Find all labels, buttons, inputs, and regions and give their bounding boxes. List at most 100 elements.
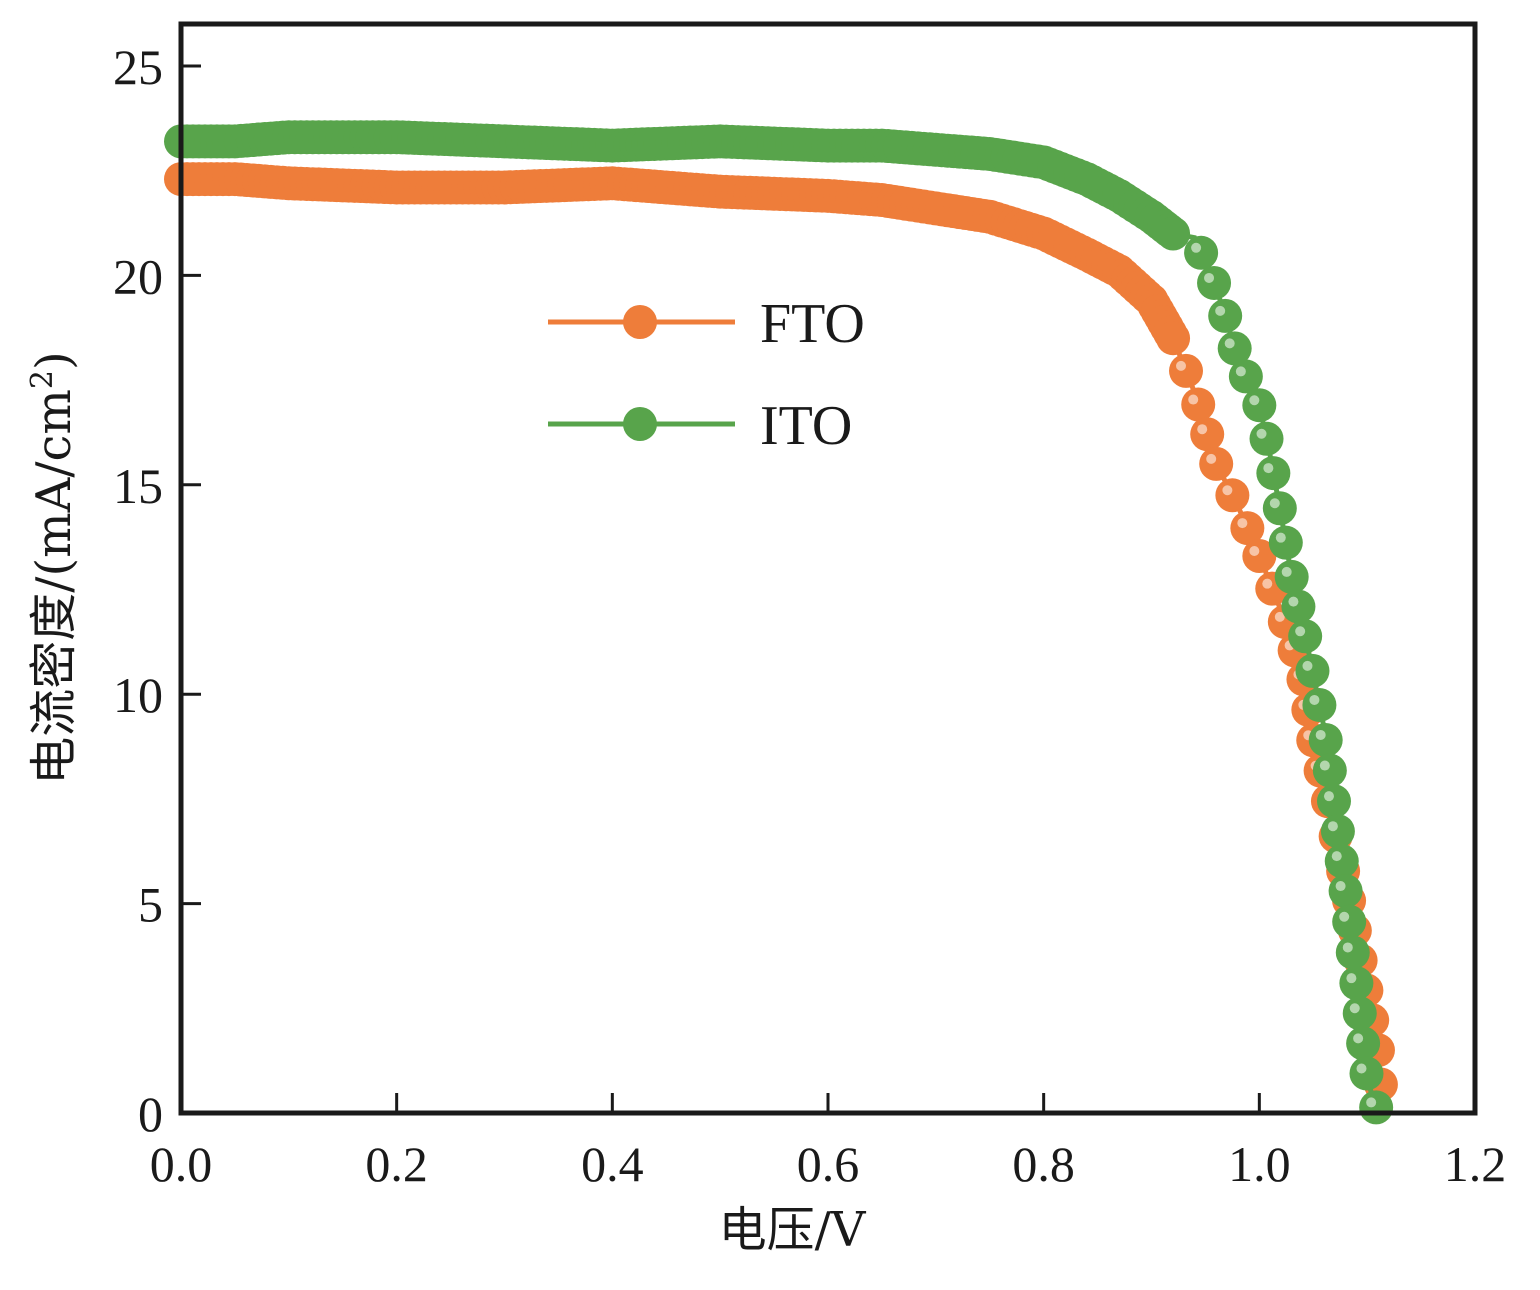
data-point-highlight: [1319, 760, 1330, 771]
data-point-highlight: [1323, 791, 1334, 802]
y-tick-label: 25: [113, 39, 163, 95]
legend-marker-ito: [623, 407, 657, 441]
data-point-highlight: [1353, 1033, 1364, 1044]
data-point-highlight: [1206, 453, 1217, 464]
data-point-highlight: [1281, 566, 1292, 577]
y-tick-label: 20: [113, 248, 163, 304]
data-point-ito: [1274, 559, 1309, 594]
data-point-ito: [1295, 653, 1330, 688]
legend-label-ito: ITO: [760, 395, 852, 457]
x-tick-label: 0.2: [365, 1136, 428, 1192]
x-tick-label: 0.8: [1012, 1136, 1075, 1192]
data-point-ito: [1308, 722, 1343, 757]
data-point-highlight: [1342, 942, 1353, 953]
y-tick-label: 5: [138, 877, 163, 933]
y-axis-title-close: ): [26, 351, 82, 370]
y-tick-label: 0: [138, 1086, 163, 1142]
y-tick-label: 10: [113, 667, 163, 723]
data-point-highlight: [1235, 366, 1246, 377]
data-point-highlight: [1197, 424, 1208, 435]
y-axis-title: 电流密度/(mA/cm2): [25, 351, 82, 784]
data-point-highlight: [1204, 272, 1215, 283]
x-tick-label: 1.2: [1444, 1136, 1507, 1192]
x-tick-label: 0.4: [581, 1136, 644, 1192]
data-point-highlight: [1346, 973, 1357, 984]
data-point-highlight: [1222, 485, 1233, 496]
series-ito: [164, 120, 1394, 1125]
data-point-ito: [1281, 589, 1316, 624]
data-point-highlight: [1262, 578, 1273, 589]
data-point-highlight: [1302, 660, 1313, 671]
data-point-highlight: [1224, 338, 1235, 349]
data-point-fto: [1190, 417, 1225, 452]
data-point-highlight: [1237, 518, 1248, 529]
data-point-ito: [1324, 844, 1359, 879]
data-point-highlight: [1191, 242, 1202, 253]
data-point-fto: [1169, 353, 1204, 388]
data-point-highlight: [1331, 851, 1342, 862]
data-point-ito: [1335, 935, 1370, 970]
data-point-ito: [1197, 265, 1232, 300]
data-point-highlight: [1249, 545, 1260, 556]
data-point-highlight: [1249, 395, 1260, 406]
data-point-ito: [1256, 456, 1291, 491]
x-tick-label: 1.0: [1228, 1136, 1291, 1192]
data-point-ito: [1242, 388, 1277, 423]
data-point-highlight: [1188, 394, 1199, 405]
data-point-highlight: [1366, 1097, 1377, 1108]
series-fto: [164, 162, 1398, 1114]
data-point-highlight: [1315, 729, 1326, 740]
data-point-ito: [1268, 525, 1303, 560]
data-point-highlight: [1327, 821, 1338, 832]
data-point-ito: [1288, 619, 1323, 654]
data-point-ito: [1316, 784, 1351, 819]
data-point-fto: [1215, 478, 1250, 513]
data-point-ito: [1359, 1090, 1394, 1125]
data-point-ito: [1346, 1026, 1381, 1061]
data-point-highlight: [1176, 360, 1187, 371]
data-point-highlight: [1356, 1063, 1367, 1074]
data-point-ito: [1339, 966, 1374, 1001]
data-point-ito: [1208, 298, 1243, 333]
data-point-fto: [1156, 321, 1191, 356]
data-point-highlight: [1256, 428, 1267, 439]
data-point-ito: [1320, 814, 1355, 849]
data-point-ito: [1332, 904, 1367, 939]
data-point-ito: [1302, 687, 1337, 722]
plot-area: [164, 21, 1478, 1125]
data-point-ito: [1342, 996, 1377, 1031]
series-layer: [164, 120, 1398, 1125]
data-point-highlight: [1215, 305, 1226, 316]
data-point-highlight: [1274, 611, 1285, 622]
data-point-highlight: [1288, 596, 1299, 607]
legend-label-fto: FTO: [760, 293, 865, 355]
data-point-highlight: [1269, 498, 1280, 509]
data-point-ito: [1184, 235, 1219, 270]
y-axis-title-superscript: 2: [25, 370, 60, 389]
data-point-fto: [1199, 446, 1234, 481]
data-point-highlight: [1339, 911, 1350, 922]
data-point-ito: [1349, 1056, 1384, 1091]
y-axis-title-main: 电流密度/(mA/cm: [26, 389, 82, 785]
data-point-ito: [1328, 874, 1363, 909]
data-point-ito: [1312, 753, 1347, 788]
legend-item-fto: FTO: [548, 293, 865, 355]
data-point-ito: [1249, 421, 1284, 456]
data-point-highlight: [1275, 532, 1286, 543]
data-point-fto: [1181, 387, 1216, 422]
x-tick-label: 0.6: [797, 1136, 860, 1192]
legend: FTO ITO: [548, 293, 865, 457]
data-point-highlight: [1263, 463, 1274, 474]
data-point-highlight: [1309, 694, 1320, 705]
data-point-ito: [1156, 216, 1191, 251]
data-point-highlight: [1335, 881, 1346, 892]
y-tick-label: 15: [113, 458, 163, 514]
data-point-highlight: [1295, 626, 1306, 637]
legend-item-ito: ITO: [548, 395, 852, 457]
legend-marker-fto: [623, 305, 657, 339]
x-axis-title: 电压/V: [719, 1202, 867, 1258]
x-tick-label: 0.0: [150, 1136, 213, 1192]
data-point-highlight: [1349, 1003, 1360, 1014]
data-point-ito: [1262, 491, 1297, 526]
